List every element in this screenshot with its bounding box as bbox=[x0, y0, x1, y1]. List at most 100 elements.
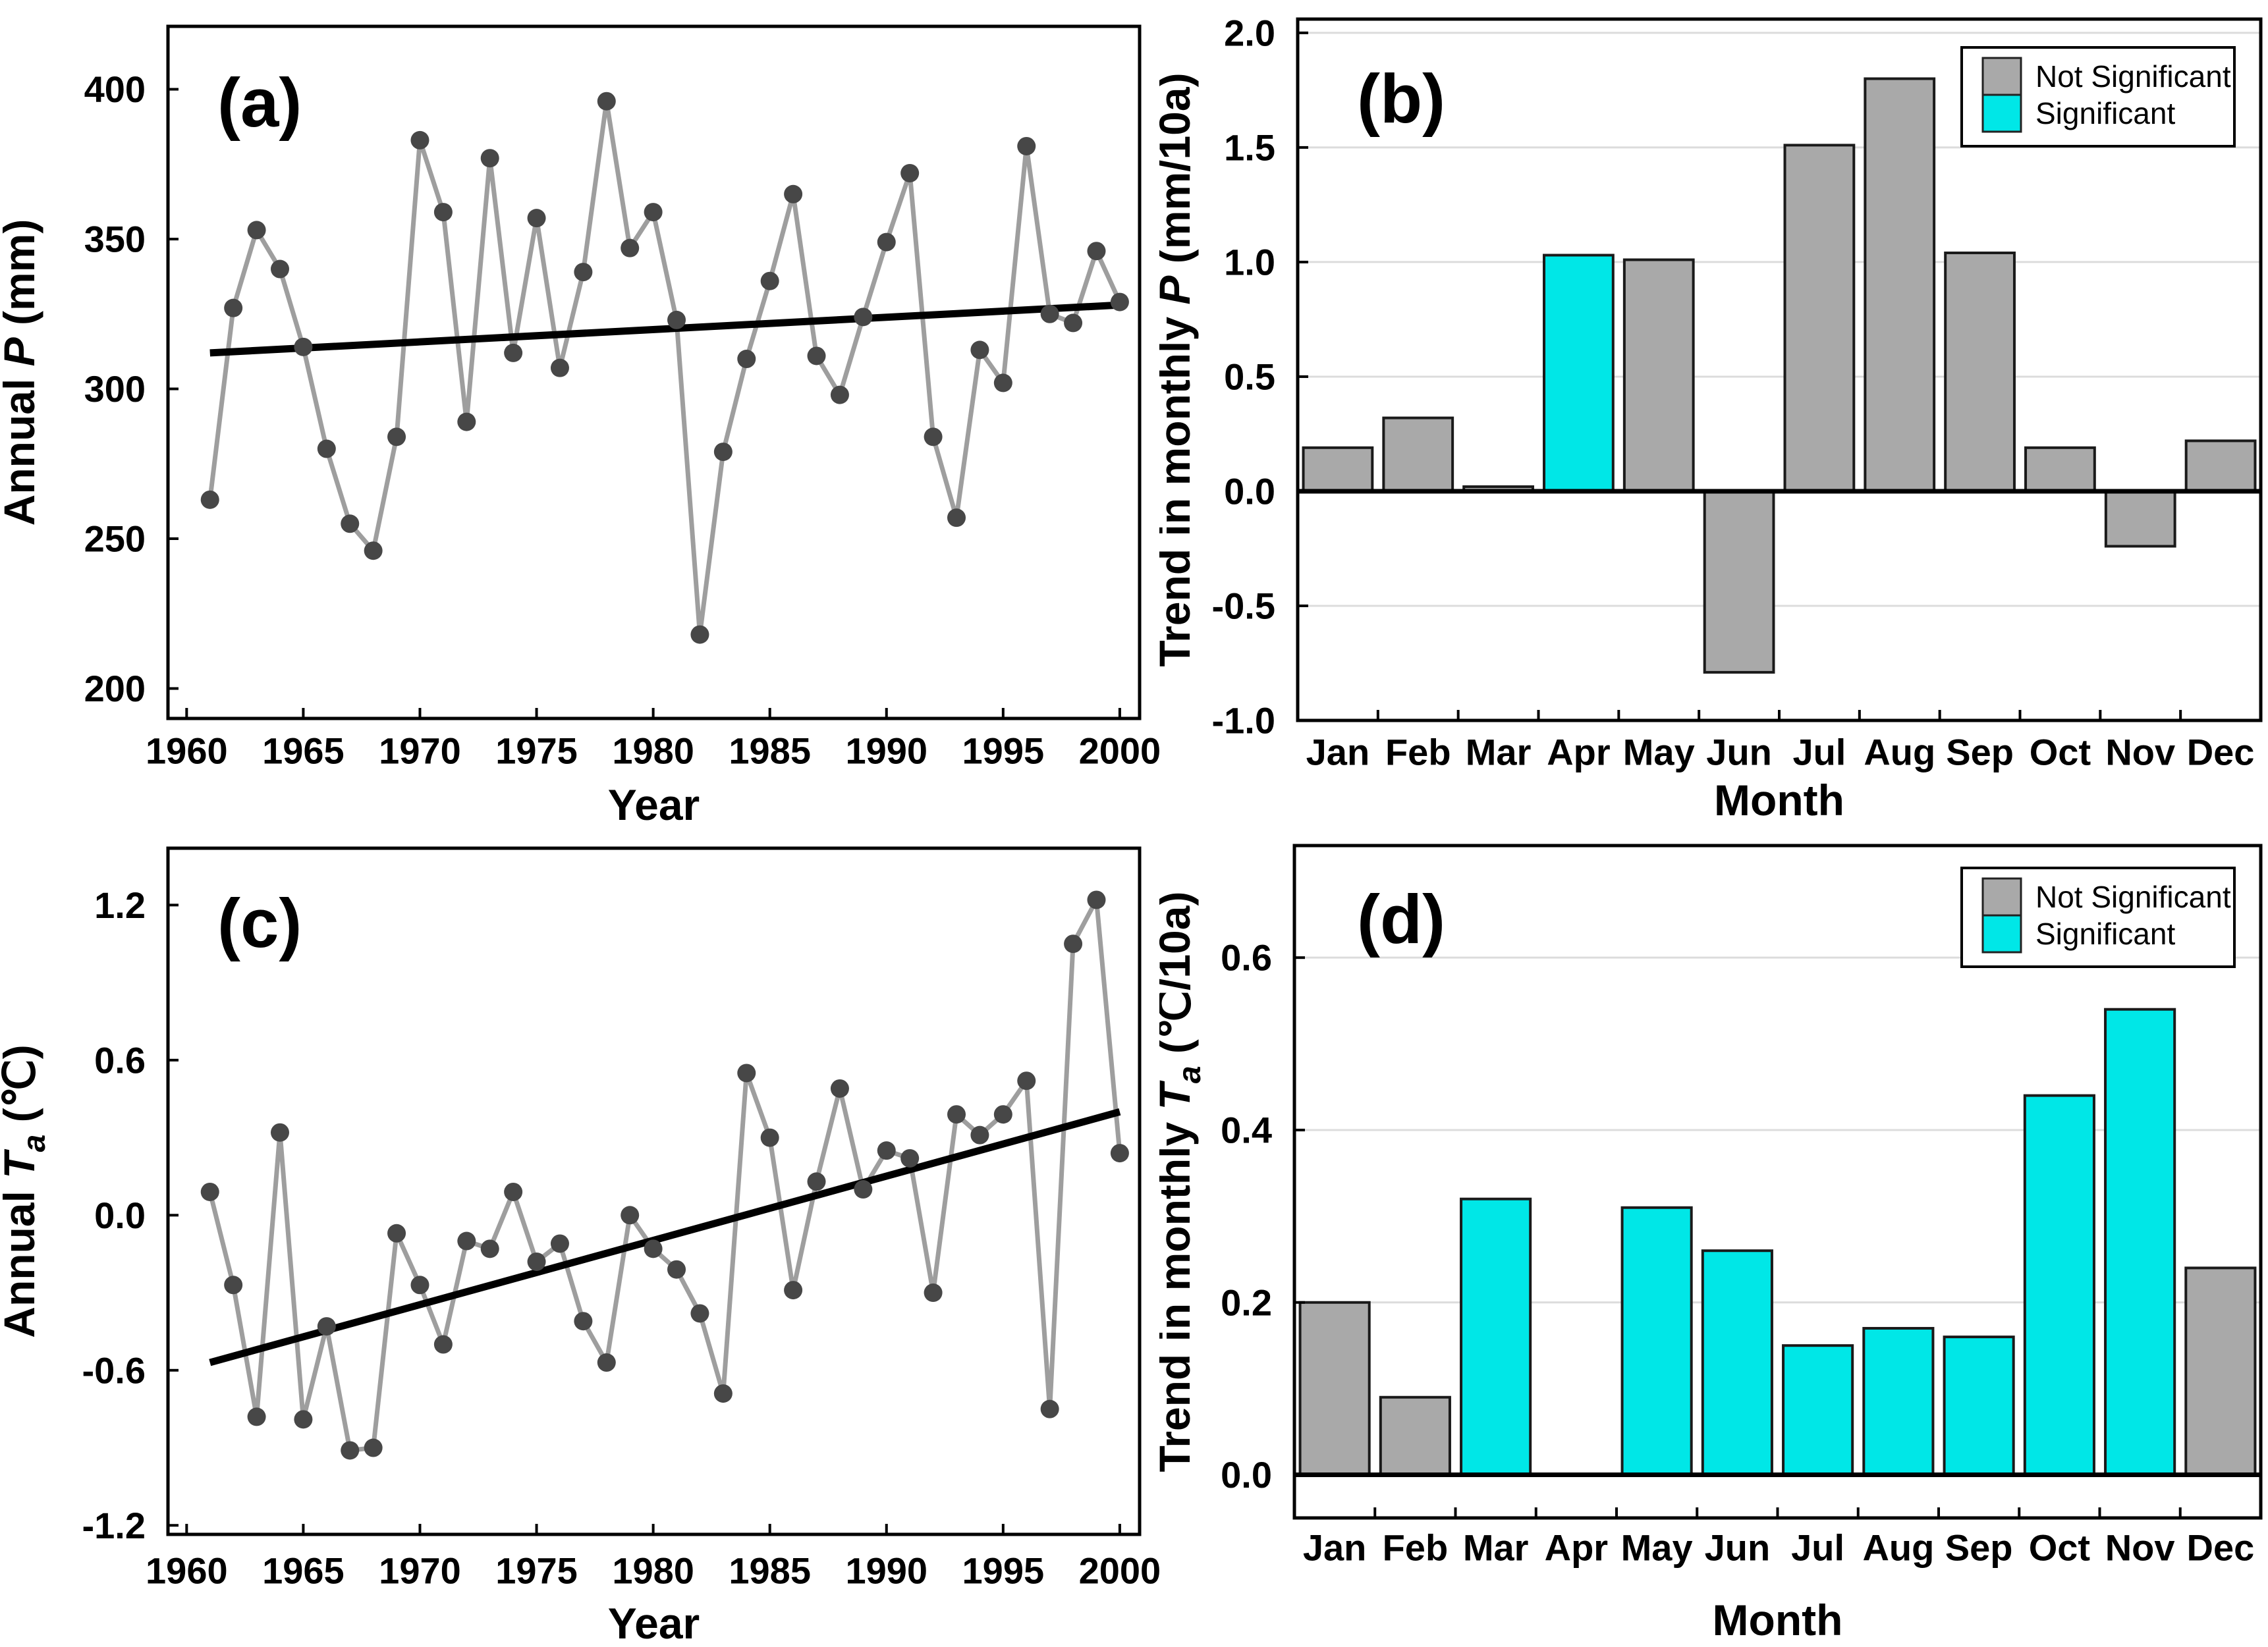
data-point-1985 bbox=[760, 1128, 779, 1147]
data-point-1961 bbox=[200, 1182, 219, 1201]
data-point-1998 bbox=[1064, 313, 1083, 333]
panel-a-annual-precipitation: 200 250 300 350 400 1960 1965 1970 1975 1980 1985 1… bbox=[0, 0, 1159, 830]
bar-may bbox=[1622, 258, 1695, 493]
month-label-may: May bbox=[1623, 732, 1695, 773]
bar-mar bbox=[1460, 1197, 1532, 1476]
legend-swatch-not-significant bbox=[1981, 57, 2022, 96]
data-point-1988 bbox=[830, 1079, 849, 1098]
y-tick-label: -1.2 bbox=[82, 1505, 146, 1546]
panel-label: (b) bbox=[1357, 61, 1445, 138]
data-point-1972 bbox=[457, 412, 476, 431]
y-tick-label: 1.0 bbox=[1224, 241, 1275, 283]
x-tick-label: 1965 bbox=[262, 730, 345, 772]
month-label-apr: Apr bbox=[1547, 732, 1610, 773]
y-tick-label: 1.5 bbox=[1224, 126, 1275, 168]
data-point-1973 bbox=[480, 1239, 499, 1258]
plot-border bbox=[166, 846, 1142, 1536]
panel-b-monthly-precipitation-trend: -1.0 -0.5 0.0 0.5 1.0 1.5 2.0 Jan Feb Mar Apr May Ju… bbox=[1159, 0, 2268, 830]
bar-nov bbox=[2104, 1008, 2176, 1476]
data-point-1975 bbox=[527, 1252, 546, 1271]
legend-swatch-not-significant bbox=[1981, 877, 2022, 917]
panel-label: (c) bbox=[217, 885, 302, 962]
legend-label-significant: Significant bbox=[2035, 96, 2175, 130]
x-tick-label: 1995 bbox=[962, 730, 1045, 772]
x-axis-title: Month bbox=[1714, 776, 1844, 824]
data-point-1971 bbox=[433, 1335, 453, 1354]
data-point-1965 bbox=[294, 337, 313, 356]
x-axis-title: Year bbox=[608, 1599, 700, 1647]
data-point-1998 bbox=[1064, 934, 1083, 954]
data-point-1986 bbox=[784, 1281, 803, 1300]
data-point-1997 bbox=[1040, 304, 1059, 323]
data-point-1965 bbox=[294, 1410, 313, 1429]
month-label-dec: Dec bbox=[2187, 732, 2255, 773]
data-point-1969 bbox=[387, 427, 406, 446]
data-point-1974 bbox=[504, 343, 523, 362]
data-point-1967 bbox=[341, 514, 360, 533]
month-label-sep: Sep bbox=[1945, 1527, 2013, 1569]
bar-jan bbox=[1302, 446, 1374, 493]
data-point-1981 bbox=[667, 310, 686, 329]
y-tick-label: 200 bbox=[84, 668, 146, 709]
month-label-jul: Jul bbox=[1792, 732, 1846, 773]
x-tick-label: 2000 bbox=[1079, 1550, 1159, 1592]
data-point-1994 bbox=[970, 1125, 989, 1145]
data-point-1984 bbox=[737, 1064, 756, 1083]
y-axis-title: Trend in monthly P (mm/10a) bbox=[1159, 72, 1199, 666]
data-point-1987 bbox=[807, 346, 826, 365]
data-point-1963 bbox=[247, 221, 266, 240]
data-point-1963 bbox=[247, 1407, 266, 1426]
data-series-line bbox=[207, 99, 1122, 637]
y-tick-label: 0.6 bbox=[94, 1039, 146, 1081]
data-point-1977 bbox=[574, 1312, 593, 1331]
data-point-1987 bbox=[807, 1172, 826, 1191]
data-point-1995 bbox=[993, 1105, 1012, 1124]
data-point-1986 bbox=[784, 184, 803, 203]
data-point-1999 bbox=[1087, 890, 1106, 909]
data-point-1992 bbox=[924, 427, 943, 446]
bar-jan bbox=[1298, 1301, 1371, 1476]
month-label-nov: Nov bbox=[2105, 732, 2175, 773]
data-point-2000 bbox=[1110, 1144, 1129, 1163]
month-label-jun: Jun bbox=[1705, 1527, 1771, 1569]
bar-jun bbox=[1701, 1249, 1773, 1476]
data-point-1996 bbox=[1017, 136, 1036, 155]
data-point-1964 bbox=[270, 1123, 289, 1142]
month-label-sep: Sep bbox=[1946, 732, 2014, 773]
data-point-1979 bbox=[621, 238, 640, 257]
data-point-1975 bbox=[527, 209, 546, 228]
month-label-feb: Feb bbox=[1385, 732, 1451, 773]
bar-may bbox=[1620, 1206, 1693, 1476]
x-axis-title: Year bbox=[608, 780, 700, 829]
x-tick-label: 1960 bbox=[146, 730, 228, 772]
bar-nov bbox=[2104, 489, 2176, 548]
panel-label: (d) bbox=[1357, 881, 1445, 958]
y-tick-label: 0.2 bbox=[1221, 1282, 1272, 1323]
data-point-1978 bbox=[597, 92, 616, 111]
bar-jun bbox=[1703, 489, 1775, 674]
x-tick-label: 1980 bbox=[612, 1550, 694, 1592]
y-tick-label: 2.0 bbox=[1224, 12, 1275, 53]
bar-oct bbox=[2023, 1094, 2095, 1476]
data-point-1977 bbox=[574, 263, 593, 282]
data-point-1988 bbox=[830, 385, 849, 404]
x-tick-label: 1985 bbox=[729, 1550, 811, 1592]
month-label-nov: Nov bbox=[2105, 1527, 2175, 1569]
chart-monthly-temperature-trend: 0.0 0.2 0.4 0.6 Jan Feb Mar Apr May Jun Jul Aug Sep O… bbox=[1159, 844, 2263, 1644]
data-series-line bbox=[207, 897, 1122, 1453]
data-point-1980 bbox=[644, 1239, 663, 1258]
y-tick-label: 0.0 bbox=[1221, 1454, 1272, 1496]
data-point-1995 bbox=[993, 373, 1012, 392]
data-point-1982 bbox=[690, 1304, 709, 1323]
data-point-1982 bbox=[690, 625, 709, 644]
x-tick-label: 1970 bbox=[379, 1550, 461, 1592]
data-point-1962 bbox=[224, 1276, 243, 1295]
data-point-2000 bbox=[1110, 292, 1129, 311]
data-point-1970 bbox=[410, 1276, 429, 1295]
panel-c-annual-temperature: -1.2 -0.6 0.0 0.6 1.2 1960 1965 1970 1975 1980 198… bbox=[0, 830, 1159, 1647]
y-tick-label: 300 bbox=[84, 368, 146, 410]
data-point-1979 bbox=[621, 1206, 640, 1225]
data-point-1989 bbox=[854, 308, 873, 327]
x-tick-label: 1970 bbox=[379, 730, 461, 772]
data-point-1991 bbox=[900, 163, 920, 182]
